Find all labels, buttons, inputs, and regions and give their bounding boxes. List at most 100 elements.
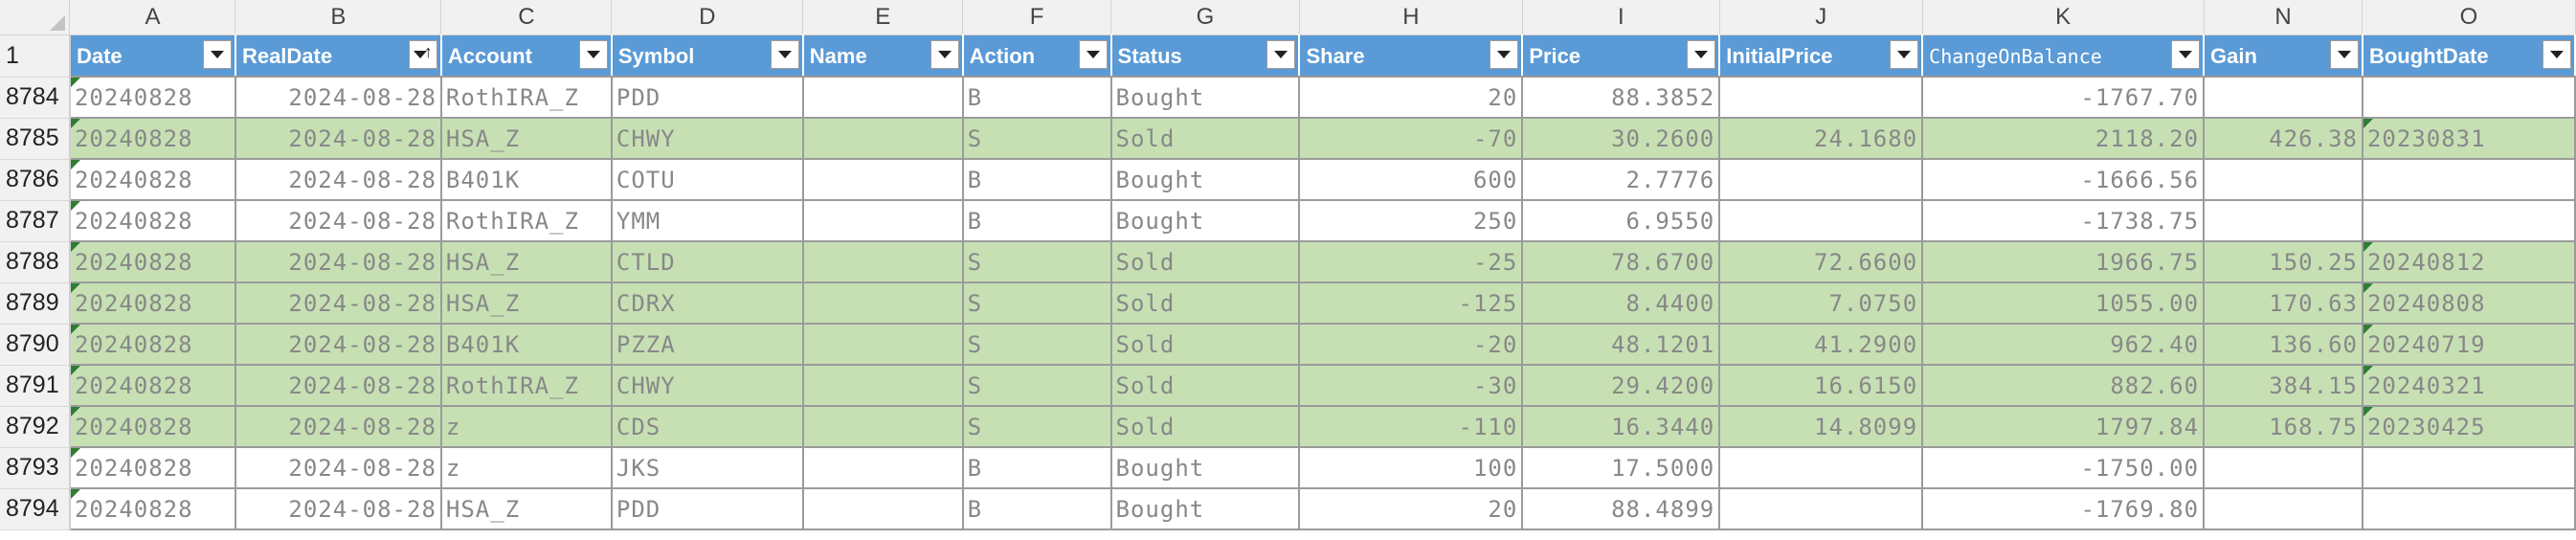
filter-dropdown-button[interactable]	[1490, 40, 1519, 69]
cell-price[interactable]: 88.4899	[1522, 488, 1721, 530]
cell-gain[interactable]	[2204, 200, 2363, 242]
cell-bought[interactable]: 20230831	[2362, 118, 2576, 160]
header-price[interactable]: Price	[1522, 34, 1721, 78]
filter-dropdown-button[interactable]	[1890, 40, 1919, 69]
cell-realdate[interactable]: 2024-08-28	[235, 159, 442, 201]
cell-name[interactable]	[802, 159, 964, 201]
cell-account[interactable]: RothIRA_Z	[440, 365, 613, 407]
cell-share[interactable]: -20	[1299, 324, 1524, 366]
column-header-h[interactable]: H	[1299, 0, 1523, 35]
cell-gain[interactable]	[2204, 488, 2363, 530]
cell-gain[interactable]: 384.15	[2204, 365, 2363, 407]
cell-account[interactable]: z	[440, 406, 613, 448]
column-header-g[interactable]: G	[1110, 0, 1300, 35]
cell-date[interactable]: 20240828	[69, 324, 236, 366]
cell-bought[interactable]	[2362, 200, 2576, 242]
cell-symbol[interactable]: CTLD	[611, 241, 804, 283]
column-header-e[interactable]: E	[802, 0, 964, 35]
cell-bought[interactable]: 20240808	[2362, 282, 2576, 325]
cell-date[interactable]: 20240828	[69, 241, 236, 283]
number-stored-as-text-indicator-icon[interactable]	[2363, 242, 2373, 252]
cell-initial[interactable]	[1719, 200, 1924, 242]
number-stored-as-text-indicator-icon[interactable]	[70, 242, 80, 252]
cell-realdate[interactable]: 2024-08-28	[235, 118, 442, 160]
cell-action[interactable]: S	[962, 324, 1112, 366]
select-all-corner[interactable]	[0, 0, 71, 35]
cell-name[interactable]	[802, 406, 964, 448]
number-stored-as-text-indicator-icon[interactable]	[2363, 283, 2373, 293]
cell-share[interactable]: -30	[1299, 365, 1524, 407]
cell-account[interactable]: HSA_Z	[440, 241, 613, 283]
cell-change[interactable]: 1055.00	[1922, 282, 2206, 325]
column-header-k[interactable]: K	[1922, 0, 2205, 35]
cell-symbol[interactable]: CDS	[611, 406, 804, 448]
cell-action[interactable]: S	[962, 365, 1112, 407]
header-realdate[interactable]: RealDate ↑	[235, 34, 442, 78]
header-date[interactable]: Date	[69, 34, 236, 78]
cell-price[interactable]: 2.7776	[1522, 159, 1721, 201]
number-stored-as-text-indicator-icon[interactable]	[70, 283, 80, 293]
cell-change[interactable]: 1966.75	[1922, 241, 2206, 283]
cell-initial[interactable]	[1719, 77, 1924, 119]
cell-share[interactable]: 250	[1299, 200, 1524, 242]
cell-name[interactable]	[802, 77, 964, 119]
cell-realdate[interactable]: 2024-08-28	[235, 365, 442, 407]
cell-status[interactable]: Sold	[1110, 282, 1301, 325]
cell-symbol[interactable]: YMM	[611, 200, 804, 242]
column-header-d[interactable]: D	[611, 0, 804, 35]
cell-bought[interactable]: 20240321	[2362, 365, 2576, 407]
row-number[interactable]: 1	[0, 34, 71, 78]
number-stored-as-text-indicator-icon[interactable]	[70, 448, 80, 458]
row-number[interactable]: 8787	[0, 200, 71, 242]
cell-initial[interactable]: 7.0750	[1719, 282, 1924, 325]
cell-change[interactable]: 2118.20	[1922, 118, 2206, 160]
cell-change[interactable]: 962.40	[1922, 324, 2206, 366]
header-initialprice[interactable]: InitialPrice	[1719, 34, 1924, 78]
cell-name[interactable]	[802, 282, 964, 325]
column-header-i[interactable]: I	[1522, 0, 1720, 35]
column-header-n[interactable]: N	[2204, 0, 2363, 35]
cell-action[interactable]: B	[962, 447, 1112, 489]
cell-name[interactable]	[802, 447, 964, 489]
cell-initial[interactable]: 72.6600	[1719, 241, 1924, 283]
cell-realdate[interactable]: 2024-08-28	[235, 241, 442, 283]
sort-filter-button[interactable]: ↑	[408, 40, 437, 69]
cell-status[interactable]: Sold	[1110, 118, 1301, 160]
cell-account[interactable]: RothIRA_Z	[440, 77, 613, 119]
cell-bought[interactable]: 20230425	[2362, 406, 2576, 448]
cell-bought[interactable]: 20240812	[2362, 241, 2576, 283]
filter-dropdown-button[interactable]	[1078, 40, 1108, 69]
cell-gain[interactable]	[2204, 447, 2363, 489]
cell-account[interactable]: B401K	[440, 159, 613, 201]
cell-initial[interactable]: 16.6150	[1719, 365, 1924, 407]
cell-bought[interactable]: 20240719	[2362, 324, 2576, 366]
column-header-o[interactable]: O	[2362, 0, 2576, 35]
header-status[interactable]: Status	[1110, 34, 1301, 78]
row-number[interactable]: 8788	[0, 241, 71, 283]
header-symbol[interactable]: Symbol	[611, 34, 804, 78]
number-stored-as-text-indicator-icon[interactable]	[70, 201, 80, 211]
cell-symbol[interactable]: CHWY	[611, 365, 804, 407]
header-name[interactable]: Name	[802, 34, 964, 78]
cell-realdate[interactable]: 2024-08-28	[235, 324, 442, 366]
filter-dropdown-button[interactable]	[2171, 40, 2201, 69]
cell-share[interactable]: -110	[1299, 406, 1524, 448]
cell-change[interactable]: 882.60	[1922, 365, 2206, 407]
column-header-b[interactable]: B	[235, 0, 442, 35]
cell-gain[interactable]: 170.63	[2204, 282, 2363, 325]
cell-action[interactable]: B	[962, 200, 1112, 242]
number-stored-as-text-indicator-icon[interactable]	[70, 325, 80, 334]
filter-dropdown-button[interactable]	[202, 40, 232, 69]
filter-dropdown-button[interactable]	[770, 40, 799, 69]
cell-price[interactable]: 78.6700	[1522, 241, 1721, 283]
cell-price[interactable]: 88.3852	[1522, 77, 1721, 119]
cell-symbol[interactable]: COTU	[611, 159, 804, 201]
cell-status[interactable]: Bought	[1110, 488, 1301, 530]
filter-dropdown-button[interactable]	[2542, 40, 2571, 69]
cell-date[interactable]: 20240828	[69, 200, 236, 242]
filter-dropdown-button[interactable]	[1687, 40, 1716, 69]
cell-change[interactable]: -1738.75	[1922, 200, 2206, 242]
cell-initial[interactable]	[1719, 488, 1924, 530]
cell-initial[interactable]	[1719, 447, 1924, 489]
cell-action[interactable]: S	[962, 241, 1112, 283]
